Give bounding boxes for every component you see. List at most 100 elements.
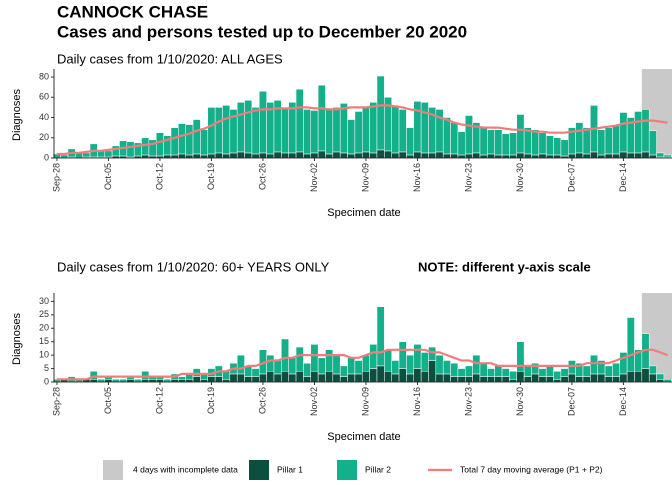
bar [523, 365, 532, 377]
bar [553, 137, 562, 156]
bar [597, 129, 606, 156]
legend-label: Pillar 1 [277, 464, 303, 474]
bar [612, 362, 621, 377]
x-tick-label: Nov-23 [463, 163, 473, 192]
bar [604, 376, 613, 383]
bar [465, 115, 473, 155]
y-tick-label: 25 [39, 309, 49, 319]
bar [626, 371, 635, 383]
bar [104, 150, 113, 158]
bar [97, 379, 106, 383]
x-tick-label: Oct-05 [103, 163, 113, 190]
bar [501, 376, 510, 383]
bar [332, 107, 341, 153]
y-tick-label: 5 [44, 363, 49, 373]
bar [133, 379, 142, 383]
x-tick-label: Nov-02 [309, 163, 319, 192]
bar [339, 376, 348, 383]
bar [604, 127, 613, 155]
bar [509, 379, 518, 383]
bar [582, 127, 591, 155]
bar [266, 354, 275, 372]
bar [634, 152, 643, 159]
legend-label: 4 days with incomplete data [133, 464, 238, 474]
bar [494, 154, 503, 159]
bar [317, 84, 326, 152]
bar [582, 365, 591, 377]
y-tick-label: 30 [39, 296, 49, 306]
bar [200, 379, 209, 383]
bar [413, 344, 422, 369]
place-title: CANNOCK CHASE [57, 2, 208, 21]
x-tick-label: Nov-16 [412, 163, 422, 192]
bar [612, 153, 621, 159]
bar [104, 379, 113, 383]
bar [384, 349, 392, 372]
bar [303, 376, 312, 383]
bar [479, 376, 488, 383]
bar [332, 151, 341, 159]
bar [148, 379, 157, 383]
bar [156, 379, 164, 383]
bar [442, 117, 451, 155]
bar [192, 119, 201, 155]
bar [376, 149, 385, 159]
bar [604, 153, 613, 159]
bar [384, 150, 392, 159]
bar [663, 154, 672, 158]
bar [465, 365, 473, 377]
bar [251, 153, 260, 159]
bar [141, 371, 150, 380]
bar [317, 357, 326, 375]
bar [472, 152, 481, 159]
bar [648, 373, 657, 383]
y-tick-label: 0 [44, 376, 49, 386]
bar [648, 154, 657, 159]
bar [82, 152, 91, 158]
bar [89, 379, 98, 383]
x-tick-label: Oct-19 [206, 387, 216, 414]
bar [501, 368, 510, 377]
bar [376, 365, 385, 383]
bar [178, 376, 186, 380]
bar [626, 317, 635, 372]
bar [582, 153, 591, 159]
bar [207, 153, 216, 159]
bar [406, 373, 415, 383]
bar [200, 129, 209, 156]
bar [347, 357, 356, 375]
bar [538, 153, 547, 159]
x-tick-label: Nov-09 [360, 387, 370, 416]
bar [656, 379, 665, 383]
bar [369, 102, 378, 154]
bar [222, 105, 231, 155]
y-tick-label: 40 [39, 112, 49, 122]
bar [442, 360, 451, 375]
bar [376, 306, 385, 367]
bar [200, 154, 209, 159]
bar [597, 373, 606, 383]
bar [354, 111, 363, 154]
bar [420, 371, 429, 383]
bar [317, 150, 326, 159]
bar [590, 151, 598, 159]
bar [273, 151, 282, 159]
bar [354, 152, 363, 159]
bar [479, 127, 488, 156]
y-tick-label: 20 [39, 323, 49, 333]
bar [141, 379, 150, 383]
bar [192, 153, 201, 159]
bar [347, 153, 356, 159]
legend-swatch [249, 460, 269, 480]
bar [339, 152, 348, 159]
bar [457, 368, 466, 377]
bar [472, 354, 481, 375]
bar [170, 127, 179, 156]
note: NOTE: different y-axis scale [418, 259, 591, 274]
bar [244, 376, 253, 383]
y-axis-label: Diagnoses [11, 89, 23, 141]
y-tick-label: 15 [39, 336, 49, 346]
bar [420, 102, 429, 154]
bar [141, 154, 150, 159]
bar [612, 125, 621, 155]
